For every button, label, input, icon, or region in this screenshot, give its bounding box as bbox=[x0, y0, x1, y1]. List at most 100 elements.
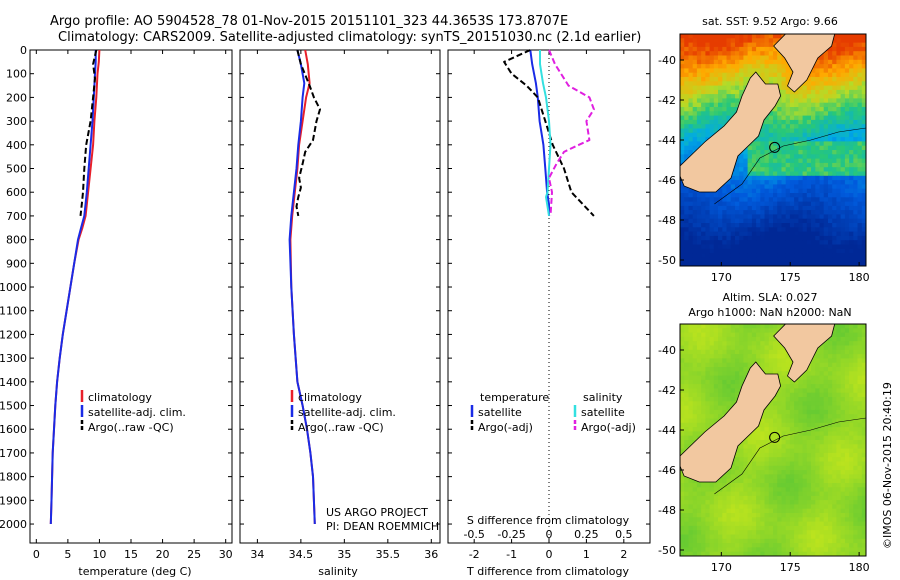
heatmap-cell bbox=[832, 513, 837, 518]
heatmap-cell bbox=[696, 534, 702, 540]
heatmap-cell bbox=[739, 154, 744, 160]
heatmap-cell bbox=[768, 427, 774, 432]
heatmap-cell bbox=[760, 128, 766, 134]
heatmap-cell bbox=[853, 261, 859, 266]
heatmap-cell bbox=[840, 435, 846, 441]
heatmap-cell bbox=[756, 495, 761, 501]
heatmap-cell bbox=[680, 525, 685, 531]
heatmap-cell bbox=[857, 384, 863, 389]
s-tick-label: 0 bbox=[546, 528, 553, 541]
heatmap-cell bbox=[789, 538, 795, 544]
heatmap-cell bbox=[806, 470, 812, 475]
heatmap-cell bbox=[794, 388, 799, 394]
heatmap-cell bbox=[726, 51, 732, 57]
heatmap-cell bbox=[756, 227, 761, 233]
heatmap-cell bbox=[815, 388, 821, 394]
heatmap-cell bbox=[823, 538, 829, 544]
heatmap-cell bbox=[819, 94, 825, 99]
heatmap-cell bbox=[857, 175, 863, 181]
heatmap-cell bbox=[688, 261, 694, 266]
heatmap-cell bbox=[853, 384, 859, 389]
heatmap-cell bbox=[768, 349, 774, 355]
heatmap-cell bbox=[798, 431, 804, 437]
heatmap-cell bbox=[861, 345, 866, 351]
heatmap-cell bbox=[802, 188, 808, 194]
heatmap-cell bbox=[730, 34, 736, 39]
heatmap-cell bbox=[819, 55, 825, 61]
heatmap-cell bbox=[798, 384, 804, 389]
heatmap-cell bbox=[747, 227, 753, 233]
heatmap-cell bbox=[730, 94, 736, 99]
heatmap-cell bbox=[836, 362, 842, 368]
heatmap-cell bbox=[705, 51, 711, 57]
heatmap-cell bbox=[794, 197, 799, 203]
x-tick-label: 35.5 bbox=[376, 548, 401, 561]
heatmap-cell bbox=[764, 551, 770, 556]
heatmap-cell bbox=[785, 379, 791, 385]
heatmap-cell bbox=[815, 483, 821, 488]
heatmap-cell bbox=[747, 444, 753, 450]
heatmap-cell bbox=[751, 525, 757, 531]
heatmap-cell bbox=[713, 324, 719, 329]
heatmap-cell bbox=[701, 119, 706, 125]
heatmap-cell bbox=[844, 137, 850, 142]
heatmap-cell bbox=[739, 324, 744, 329]
heatmap-cell bbox=[688, 354, 694, 359]
heatmap-cell bbox=[696, 141, 702, 147]
heatmap-cell bbox=[773, 336, 778, 342]
heatmap-cell bbox=[861, 197, 866, 203]
salinity-panel-frame bbox=[239, 49, 441, 544]
heatmap-cell bbox=[747, 257, 753, 263]
heatmap-cell bbox=[764, 154, 770, 160]
heatmap-cell bbox=[692, 115, 698, 121]
heatmap-cell bbox=[709, 115, 715, 121]
heatmap-cell bbox=[777, 508, 782, 514]
heatmap-cell bbox=[760, 354, 766, 359]
heatmap-cell bbox=[735, 491, 740, 497]
heatmap-cell bbox=[735, 253, 740, 258]
heatmap-cell bbox=[832, 349, 837, 355]
heatmap-cell bbox=[688, 102, 694, 108]
heatmap-cell bbox=[735, 551, 740, 556]
heatmap-cell bbox=[743, 167, 749, 173]
heatmap-cell bbox=[701, 530, 706, 536]
series-argo-raw-qc- bbox=[295, 49, 321, 217]
heatmap-cell bbox=[718, 223, 723, 228]
heatmap-cell bbox=[806, 504, 812, 510]
heatmap-cell bbox=[832, 414, 837, 420]
heatmap-cell bbox=[730, 465, 736, 471]
heatmap-cell bbox=[756, 55, 761, 61]
heatmap-cell bbox=[832, 89, 837, 95]
heatmap-cell bbox=[794, 538, 799, 544]
heatmap-cell bbox=[811, 72, 816, 78]
heatmap-cell bbox=[844, 145, 850, 151]
heatmap-cell bbox=[836, 197, 842, 203]
heatmap-cell bbox=[849, 538, 854, 544]
heatmap-cell bbox=[811, 543, 816, 548]
heatmap-cell bbox=[819, 154, 825, 160]
heatmap-cell bbox=[777, 457, 782, 463]
heatmap-cell bbox=[853, 227, 859, 233]
heatmap-cell bbox=[857, 465, 863, 471]
heatmap-cell bbox=[751, 332, 757, 338]
heatmap-cell bbox=[701, 257, 706, 263]
heatmap-cell bbox=[773, 193, 778, 198]
heatmap-cell bbox=[815, 530, 821, 536]
heatmap-cell bbox=[722, 336, 728, 342]
heatmap-cell bbox=[718, 55, 723, 61]
heatmap-cell bbox=[849, 457, 854, 463]
heatmap-cell bbox=[811, 367, 816, 372]
heatmap-cell bbox=[730, 324, 736, 329]
heatmap-cell bbox=[692, 218, 698, 224]
heatmap-cell bbox=[832, 405, 837, 411]
heatmap-cell bbox=[726, 379, 732, 385]
heatmap-cell bbox=[751, 253, 757, 258]
x-tick-label: 30 bbox=[219, 548, 233, 561]
heatmap-cell bbox=[777, 465, 782, 471]
heatmap-cell bbox=[781, 171, 787, 177]
heatmap-cell bbox=[777, 448, 782, 454]
heatmap-cell bbox=[718, 388, 723, 394]
heatmap-cell bbox=[861, 435, 866, 441]
heatmap-cell bbox=[726, 513, 732, 518]
